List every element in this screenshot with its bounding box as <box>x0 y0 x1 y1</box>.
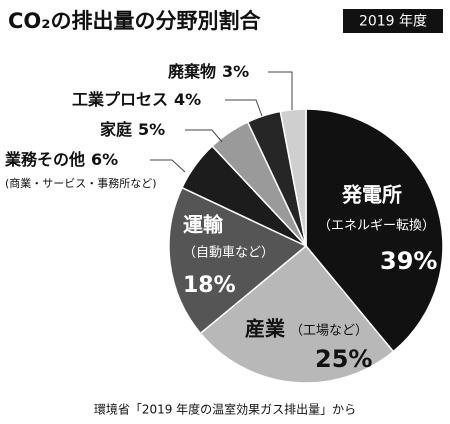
slice-label: 業務その他 6% <box>4 150 118 169</box>
slice-description: （工場など） <box>290 324 368 339</box>
value-label: 6% <box>91 150 118 169</box>
value-label: 5% <box>138 120 165 139</box>
leader-line <box>185 129 223 143</box>
slice-label: 発電所 <box>341 183 402 207</box>
slice-label: 廃棄物 3% <box>168 62 249 81</box>
slice <box>279 108 307 247</box>
value-label: 39% <box>380 247 437 275</box>
badge-bg <box>343 9 443 33</box>
source: 環境省「2019 年度の温室効果ガス排出量」から <box>94 402 356 417</box>
slice-label: 運輸 <box>183 213 224 237</box>
slice-description: （エネルギー転換） <box>318 219 435 234</box>
value-label: 25% <box>315 345 372 373</box>
slice-label: 工業プロセス 4% <box>72 90 201 109</box>
leader-line <box>225 99 263 117</box>
slice <box>305 108 444 353</box>
leader-line <box>150 159 186 173</box>
value-label: 3% <box>222 62 249 81</box>
slice-description: (商業・サービス・事務所など) <box>5 176 157 190</box>
slice <box>199 244 395 384</box>
leader-line <box>268 71 293 110</box>
category-name: 工業プロセス <box>72 90 168 109</box>
slice <box>168 186 308 335</box>
category-name: 家庭 <box>100 120 132 139</box>
category-name: 業務その他 <box>4 150 85 169</box>
badge: 2019 年度 <box>359 14 427 30</box>
category-name: 廃棄物 <box>168 62 216 81</box>
value-label: 4% <box>174 90 201 109</box>
slice-label: 産業 <box>245 317 286 341</box>
value-label: 18% <box>183 273 236 298</box>
slice-label: 家庭 5% <box>100 120 165 139</box>
slice-description: （自動車など） <box>183 246 274 261</box>
chart-title: CO₂の排出量の分野別割合 <box>8 9 261 33</box>
